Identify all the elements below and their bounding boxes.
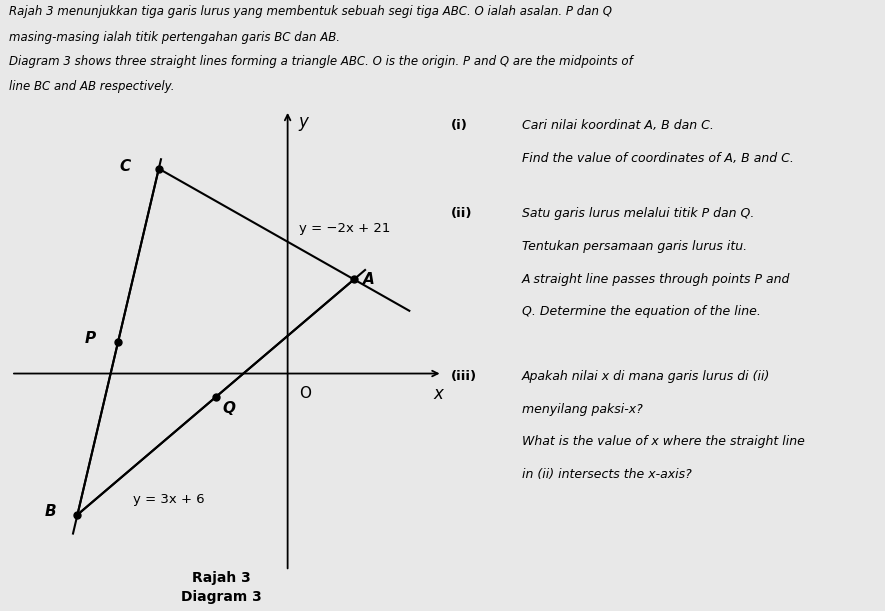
Text: y = −2x + 21: y = −2x + 21 <box>299 222 390 235</box>
Text: Q. Determine the equation of the line.: Q. Determine the equation of the line. <box>522 305 761 318</box>
Text: line BC and AB respectively.: line BC and AB respectively. <box>9 80 174 93</box>
Text: Rajah 3 menunjukkan tiga garis lurus yang membentuk sebuah segi tiga ABC. O iala: Rajah 3 menunjukkan tiga garis lurus yan… <box>9 5 612 18</box>
Text: Apakah nilai x di mana garis lurus di (ii): Apakah nilai x di mana garis lurus di (i… <box>522 370 771 383</box>
Text: Q: Q <box>222 401 235 416</box>
Text: (i): (i) <box>451 119 468 132</box>
Text: Diagram 3: Diagram 3 <box>181 590 262 604</box>
Text: Diagram 3 shows three straight lines forming a triangle ABC. O is the origin. P : Diagram 3 shows three straight lines for… <box>9 55 633 68</box>
Text: Satu garis lurus melalui titik P dan Q.: Satu garis lurus melalui titik P dan Q. <box>522 208 755 221</box>
Text: menyilang paksi-x?: menyilang paksi-x? <box>522 403 643 415</box>
Text: B: B <box>44 504 56 519</box>
Text: C: C <box>119 159 130 174</box>
Text: y = 3x + 6: y = 3x + 6 <box>133 492 204 506</box>
Text: A: A <box>363 272 374 287</box>
Text: Tentukan persamaan garis lurus itu.: Tentukan persamaan garis lurus itu. <box>522 240 747 253</box>
Text: y: y <box>299 113 309 131</box>
Text: (ii): (ii) <box>451 208 473 221</box>
Text: O: O <box>299 386 311 401</box>
Text: (iii): (iii) <box>451 370 478 383</box>
Text: Rajah 3: Rajah 3 <box>192 571 250 585</box>
Text: Find the value of coordinates of A, B and C.: Find the value of coordinates of A, B an… <box>522 152 794 165</box>
Text: Cari nilai koordinat A, B dan C.: Cari nilai koordinat A, B dan C. <box>522 119 714 132</box>
Text: P: P <box>85 331 96 346</box>
Text: masing-masing ialah titik pertengahan garis BC dan AB.: masing-masing ialah titik pertengahan ga… <box>9 31 340 44</box>
Text: A straight line passes through points P and: A straight line passes through points P … <box>522 273 790 285</box>
Text: What is the value of x where the straight line: What is the value of x where the straigh… <box>522 435 805 448</box>
Text: in (ii) intersects the x-axis?: in (ii) intersects the x-axis? <box>522 467 692 480</box>
Text: x: x <box>433 385 443 403</box>
